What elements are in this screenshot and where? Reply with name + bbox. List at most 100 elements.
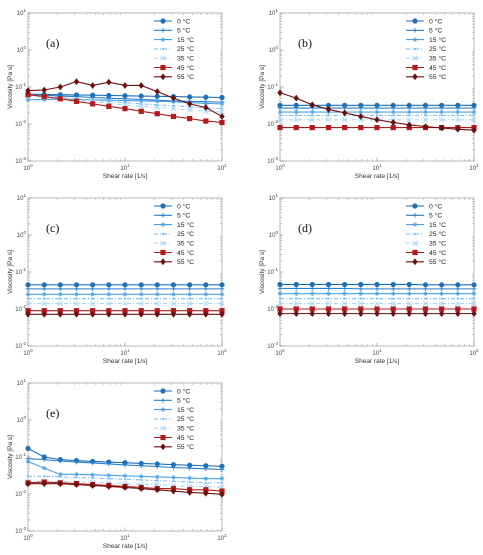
- data-point: [204, 292, 209, 297]
- data-point: [42, 466, 47, 471]
- legend-entry: 35 °C: [177, 55, 194, 63]
- y-tick-label: 10-2: [15, 304, 26, 313]
- y-tick-label: 10-2: [15, 119, 26, 128]
- data-point: [107, 292, 112, 297]
- x-tick-label: 101: [120, 533, 130, 542]
- data-point: [123, 292, 128, 297]
- data-point: [294, 110, 299, 115]
- data-point: [423, 110, 428, 115]
- panel-label: (e): [46, 406, 59, 420]
- x-axis-label: Shear rate [1/s]: [355, 358, 400, 365]
- legend-marker: [162, 48, 164, 50]
- y-tick-label: 10-3: [15, 156, 26, 165]
- data-point: [423, 291, 428, 296]
- data-point: [124, 297, 126, 299]
- data-point: [188, 481, 190, 483]
- y-tick-label: 100: [269, 45, 279, 54]
- legend-marker: [161, 389, 166, 394]
- data-point: [423, 283, 428, 288]
- legend-marker: [413, 222, 418, 227]
- legend-entry: 25 °C: [177, 45, 194, 53]
- data-point: [342, 291, 347, 296]
- panel-label: (a): [46, 36, 59, 50]
- legend-entry: 5 °C: [429, 27, 442, 35]
- data-point: [327, 114, 329, 116]
- data-point: [375, 282, 380, 287]
- data-point: [108, 297, 110, 299]
- legend-entry: 0 °C: [177, 17, 190, 25]
- data-point: [295, 297, 297, 299]
- legend-entry: 0 °C: [429, 17, 442, 25]
- data-point: [221, 107, 223, 109]
- data-point: [391, 110, 396, 115]
- x-tick-label: 100: [23, 348, 33, 357]
- legend-entry: 15 °C: [177, 36, 194, 44]
- data-point: [27, 297, 29, 299]
- data-point: [74, 472, 79, 477]
- legend-entry: 5 °C: [177, 27, 190, 35]
- data-point: [311, 297, 313, 299]
- legend-entry: 35 °C: [429, 240, 446, 248]
- legend-entry: 0 °C: [429, 202, 442, 210]
- legend-marker: [161, 19, 166, 24]
- legend-marker: [162, 418, 164, 420]
- data-point: [407, 110, 412, 115]
- data-point: [375, 291, 380, 296]
- legend-marker: [413, 250, 418, 255]
- legend-entry: 45 °C: [429, 64, 446, 72]
- y-tick-label: 101: [269, 8, 279, 17]
- data-point: [140, 297, 142, 299]
- data-point: [171, 475, 176, 480]
- data-point: [74, 99, 79, 104]
- data-point: [140, 103, 142, 105]
- data-point: [342, 125, 347, 130]
- legend-entry: 15 °C: [177, 406, 194, 414]
- legend-entry: 45 °C: [177, 64, 194, 72]
- data-point: [187, 95, 192, 100]
- data-point: [171, 292, 176, 297]
- data-point: [171, 114, 176, 119]
- data-point: [75, 476, 77, 478]
- legend-marker: [162, 233, 164, 235]
- data-point: [408, 114, 410, 116]
- data-point: [139, 474, 144, 479]
- data-point: [42, 292, 47, 297]
- data-point: [187, 476, 192, 481]
- x-tick-label: 101: [372, 163, 382, 172]
- legend-entry: 5 °C: [429, 212, 442, 220]
- data-point: [342, 282, 347, 287]
- y-tick-label: 101: [17, 8, 27, 17]
- panel-label: (c): [46, 221, 59, 235]
- data-point: [326, 291, 331, 296]
- data-point: [359, 291, 364, 296]
- data-point: [295, 114, 297, 116]
- data-point: [123, 106, 128, 111]
- data-point: [139, 283, 144, 288]
- y-tick-label: 10-3: [15, 341, 26, 350]
- data-point: [278, 110, 283, 115]
- data-point: [205, 482, 207, 484]
- data-point: [107, 473, 112, 478]
- y-tick-label: 10-3: [15, 526, 26, 535]
- y-tick-label: 100: [17, 415, 27, 424]
- data-point: [278, 282, 283, 287]
- data-point: [359, 282, 364, 287]
- data-point: [204, 476, 209, 481]
- legend-entry: 55 °C: [177, 443, 194, 451]
- data-point: [139, 109, 144, 114]
- data-point: [220, 292, 225, 297]
- data-point: [204, 95, 209, 100]
- legend-entry: 15 °C: [429, 36, 446, 44]
- x-tick-label: 101: [120, 163, 130, 172]
- data-point: [124, 478, 126, 480]
- legend-marker: [161, 204, 166, 209]
- data-point: [359, 125, 364, 130]
- data-point: [310, 110, 315, 115]
- y-tick-label: 101: [269, 193, 279, 202]
- data-point: [90, 473, 95, 478]
- data-point: [75, 297, 77, 299]
- data-point: [42, 283, 47, 288]
